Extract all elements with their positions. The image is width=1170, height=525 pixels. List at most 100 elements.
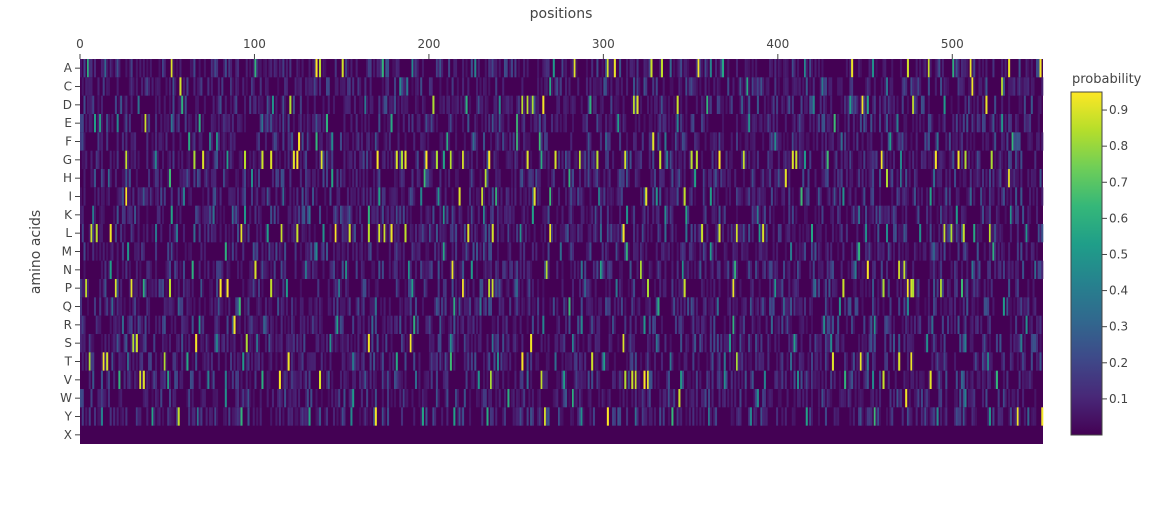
heatmap-cell [573, 389, 576, 408]
heatmap-cell [327, 370, 330, 389]
heatmap-cell [713, 169, 716, 188]
heatmap-cell [264, 297, 267, 316]
heatmap-cell [292, 114, 295, 133]
heatmap-cell [132, 150, 135, 169]
heatmap-cell [135, 77, 138, 96]
heatmap-cell [706, 352, 709, 371]
heatmap-cell [99, 132, 102, 151]
heatmap-cell [416, 169, 419, 188]
heatmap-cell [943, 224, 946, 243]
heatmap-cell [715, 150, 718, 169]
heatmap-cell [357, 334, 360, 353]
heatmap-cell [879, 95, 882, 114]
heatmap-cell [587, 297, 590, 316]
heatmap-cell [291, 407, 294, 426]
heatmap-cell [866, 260, 869, 279]
heatmap-cell [514, 297, 517, 316]
heatmap-cell [1029, 114, 1032, 133]
heatmap-cell [266, 187, 269, 206]
heatmap-cell [99, 315, 102, 334]
heatmap-cell [906, 279, 909, 298]
heatmap-cell [413, 59, 416, 78]
heatmap-cell [571, 205, 575, 224]
heatmap-cell [981, 334, 984, 353]
heatmap-cell [711, 132, 714, 151]
heatmap-cell [339, 297, 342, 316]
heatmap-cell [680, 242, 683, 261]
heatmap-cell [467, 224, 470, 243]
heatmap-cell [798, 389, 801, 408]
heatmap-cell [482, 242, 486, 261]
heatmap-cell [214, 150, 217, 169]
heatmap-cell [341, 352, 344, 371]
heatmap-cell [472, 132, 475, 151]
heatmap-cell [687, 260, 690, 279]
heatmap-cell [722, 169, 725, 188]
heatmap-cell [416, 242, 419, 261]
heatmap-cell [299, 114, 302, 133]
heatmap-cell [765, 315, 768, 334]
heatmap-cell [343, 334, 346, 353]
heatmap-cell [662, 242, 665, 261]
heatmap-cell [559, 224, 562, 243]
heatmap-cell [172, 389, 175, 408]
heatmap-cell [955, 59, 958, 78]
heatmap-cell [134, 279, 137, 298]
heatmap-cell [374, 205, 377, 224]
heatmap-cell [338, 389, 341, 408]
heatmap-cell [791, 132, 794, 151]
heatmap-cell [533, 95, 536, 114]
heatmap-cell [521, 334, 524, 353]
heatmap-cell [360, 352, 363, 371]
heatmap-cell [484, 260, 487, 279]
heatmap-cell [135, 334, 138, 353]
heatmap-cell [723, 205, 726, 224]
heatmap-cell [770, 187, 773, 206]
heatmap-cell [1025, 370, 1028, 389]
heatmap-cell [275, 169, 278, 188]
heatmap-cell [399, 260, 402, 279]
heatmap-cell [610, 205, 613, 224]
heatmap-cell [367, 205, 370, 224]
heatmap-cell [906, 370, 909, 389]
heatmap-row-G [81, 150, 1037, 169]
heatmap-cell [123, 370, 126, 389]
heatmap-cell [767, 169, 770, 188]
heatmap-cell [526, 315, 529, 334]
heatmap-cell [720, 169, 723, 188]
heatmap-cell [392, 205, 395, 224]
heatmap-cell [446, 132, 449, 151]
heatmap-cell [617, 169, 620, 188]
heatmap-cell [472, 279, 475, 298]
heatmap-cell [1008, 77, 1011, 96]
heatmap-cell [336, 389, 339, 408]
heatmap-cell [777, 169, 780, 188]
heatmap-cell [570, 132, 573, 151]
heatmap-cell [516, 389, 519, 408]
heatmap-cell [524, 224, 527, 243]
heatmap-cell [723, 352, 726, 371]
heatmap-cell [477, 297, 480, 316]
heatmap-cell [936, 132, 939, 151]
heatmap-cell [636, 77, 639, 96]
heatmap-cell [402, 242, 405, 261]
heatmap-cell [1008, 150, 1011, 169]
heatmap-cell [420, 260, 423, 279]
heatmap-cell [948, 132, 951, 151]
heatmap-cell [720, 59, 723, 78]
heatmap-cell [601, 260, 604, 279]
heatmap-cell [936, 279, 939, 298]
heatmap-cell [345, 260, 348, 279]
heatmap-cell [1039, 352, 1042, 371]
heatmap-cell [273, 260, 276, 279]
heatmap-cell [994, 260, 997, 279]
heatmap-cell [364, 370, 367, 389]
heatmap-cell [128, 169, 131, 188]
heatmap-cell [113, 370, 116, 389]
heatmap-cell [624, 150, 627, 169]
heatmap-cell [554, 150, 557, 169]
heatmap-cell [465, 242, 468, 261]
heatmap-cell [899, 279, 902, 298]
heatmap-cell [741, 77, 744, 96]
